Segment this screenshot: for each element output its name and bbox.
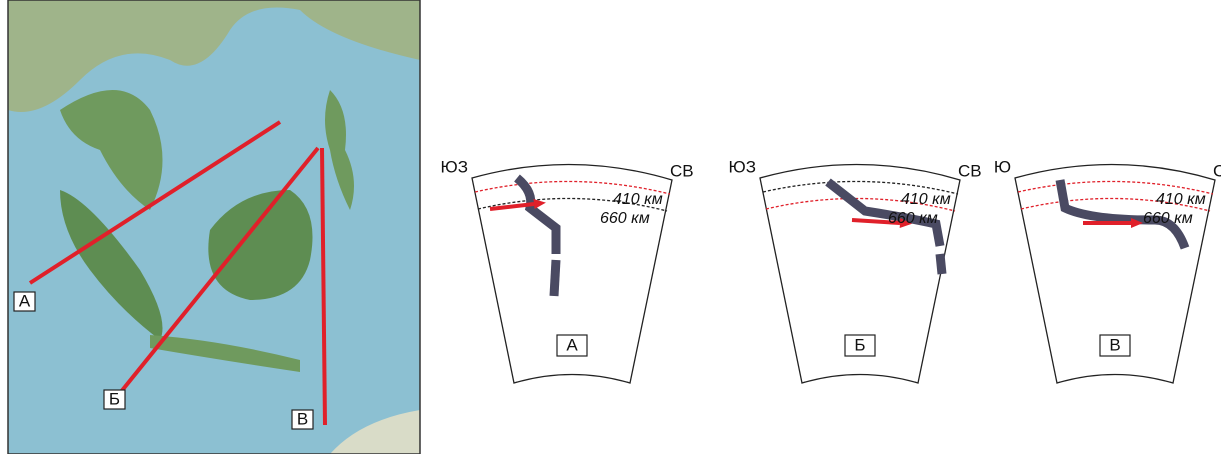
map-label: В [297, 409, 308, 428]
cross-section: ЮЗ СВ 410 км 660 км А [441, 157, 694, 383]
depth-label: 410 км [901, 191, 951, 208]
section-label: В [1109, 335, 1120, 354]
slab [517, 178, 556, 254]
map-label: А [19, 291, 31, 310]
depth-label: 660 км [1143, 210, 1193, 227]
cross-section: ЮЗ СВ 410 км 660 км Б [729, 157, 982, 383]
map-label: Б [109, 389, 120, 408]
direction-left: ЮЗ [441, 157, 468, 176]
map: А Б В [8, 0, 420, 454]
direction-right: СВ [958, 161, 982, 180]
section-label: А [566, 335, 578, 354]
depth-label: 410 км [613, 191, 663, 208]
direction-left: Ю [994, 157, 1011, 176]
slab [554, 260, 556, 296]
arrow-head [533, 199, 545, 209]
depth-label: 660 км [600, 210, 650, 227]
direction-left: ЮЗ [729, 157, 756, 176]
direction-right: С [1213, 161, 1221, 180]
direction-right: СВ [670, 161, 694, 180]
depth-label: 410 км [1156, 191, 1206, 208]
cross-section: Ю С 410 км 660 км В [994, 157, 1221, 383]
depth-label: 660 км [888, 210, 938, 227]
section-label: Б [854, 335, 865, 354]
figure: А Б В ЮЗСВ410 км660 кмАЮЗСВ410 км660 кмБ… [0, 0, 1221, 454]
slab [940, 254, 942, 274]
